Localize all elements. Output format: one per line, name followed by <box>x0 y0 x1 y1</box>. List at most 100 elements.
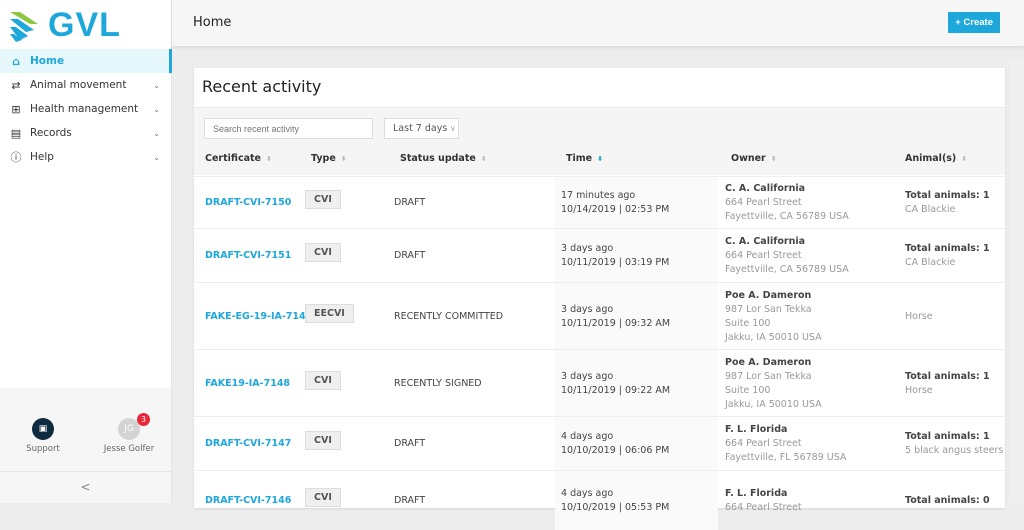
owner-name: C. A. California <box>725 183 806 194</box>
certificate-link[interactable]: DRAFT-CVI-7150 <box>205 197 292 208</box>
owner-name: F. L. Florida <box>725 488 788 499</box>
table-row[interactable]: DRAFT-CVI-7150 CVI DRAFT 17 minutes ago 1… <box>194 176 1005 228</box>
column-header-status[interactable]: Status update ⬍ <box>400 153 487 164</box>
sort-icon: ⬍ <box>961 155 968 163</box>
certificate-link[interactable]: FAKE19-IA-7148 <box>205 377 291 389</box>
column-label: Owner <box>731 153 766 164</box>
time-ago: 4 days ago <box>561 488 614 499</box>
certificate-link[interactable]: DRAFT-CVI-7151 <box>205 250 292 261</box>
owner-address-line: Suite 100 <box>725 317 771 329</box>
timestamp: 10/10/2019 | 05:53 PM <box>561 502 670 513</box>
sidebar-item-label: Home <box>30 55 65 67</box>
animal-name: Horse <box>905 310 933 322</box>
chevron-down-icon: ⌄ <box>153 152 160 162</box>
table-row[interactable]: FAKE19-IA-7148 CVI RECENTLY SIGNED 3 day… <box>194 349 1005 416</box>
table-row[interactable]: DRAFT-CVI-7147 CVI DRAFT 4 days ago 10/10… <box>194 416 1005 470</box>
search-input[interactable] <box>204 118 373 139</box>
sort-desc-icon: ⬍ <box>597 155 603 163</box>
chevron-down-icon: ⌄ <box>153 80 160 90</box>
total-animals: Total animals: 0 <box>905 495 990 506</box>
status-text: DRAFT <box>394 250 426 261</box>
chevron-down-icon: ⌄ <box>153 128 160 138</box>
column-header-time[interactable]: Time ⬍ <box>566 153 603 164</box>
card-title: Recent activity <box>202 77 322 96</box>
sidebar: GVL ⌂ Home ⇄ Animal movement ⌄ ⊞ Health mana… <box>0 0 172 503</box>
column-header-type[interactable]: Type ⬍ <box>311 153 347 164</box>
time-ago: 3 days ago <box>561 243 614 254</box>
certificate-link[interactable]: DRAFT-CVI-7146 <box>205 495 292 506</box>
home-icon: ⌂ <box>12 54 20 68</box>
column-header-certificate[interactable]: Certificate ⬍ <box>205 153 272 164</box>
total-animals: Total animals: 1 <box>905 243 990 254</box>
timestamp: 10/14/2019 | 02:53 PM <box>561 204 670 215</box>
sidebar-item-records[interactable]: ▤ Records ⌄ <box>0 121 172 145</box>
column-header-owner[interactable]: Owner ⬍ <box>731 153 777 164</box>
recent-activity-card: Recent activity Last 7 days ∨ Certificat… <box>194 68 1005 530</box>
owner-address-line: 987 Lor San Tekka <box>725 303 812 315</box>
notification-badge: 3 <box>137 413 150 426</box>
timestamp: 10/11/2019 | 09:32 AM <box>561 317 671 329</box>
sorted-column-bg <box>555 350 718 416</box>
support-button[interactable]: ▣ Support <box>13 418 73 454</box>
total-animals: Total animals: 1 <box>905 370 990 382</box>
owner-address-line: Fayettville, FL 56789 USA <box>725 452 847 463</box>
owner-address-line: Jakku, IA 50010 USA <box>725 398 822 410</box>
page-title: Home <box>193 15 232 30</box>
table-row[interactable]: FAKE-EG-19-IA-7149 EECVI RECENTLY COMMIT… <box>194 282 1005 349</box>
owner-name: Poe A. Dameron <box>725 356 812 368</box>
sidebar-item-label: Animal movement <box>30 79 127 91</box>
user-button[interactable]: JG 3 Jesse Golfer <box>98 413 160 454</box>
sidebar-item-animal-movement[interactable]: ⇄ Animal movement ⌄ <box>0 73 172 97</box>
sidebar-item-label: Health management <box>30 103 139 115</box>
table-toolbar: Last 7 days ∨ Certificate ⬍ Type ⬍ Status … <box>194 107 1005 175</box>
total-animals: Total animals: 1 <box>905 190 990 201</box>
certificate-link[interactable]: FAKE-EG-19-IA-7149 <box>205 310 313 322</box>
sort-icon: ⬍ <box>770 155 777 163</box>
scrollbar[interactable] <box>1010 60 1024 503</box>
owner-address-line: Jakku, IA 50010 USA <box>725 331 822 343</box>
sidebar-footer: ▣ Support JG 3 Jesse Golfer < <box>0 388 171 503</box>
status-text: DRAFT <box>394 495 426 506</box>
owner-address-line: 664 Pearl Street <box>725 250 802 261</box>
animal-name: Horse <box>905 384 933 396</box>
certificate-link[interactable]: DRAFT-CVI-7147 <box>205 438 292 449</box>
sorted-column-bg <box>555 417 718 470</box>
timestamp: 10/10/2019 | 06:06 PM <box>561 445 670 456</box>
help-icon: ⓘ <box>10 151 22 164</box>
table-row[interactable]: DRAFT-CVI-7151 CVI DRAFT 3 days ago 10/11… <box>194 228 1005 282</box>
status-text: DRAFT <box>394 197 426 208</box>
owner-address-line: Fayettville, CA 56789 USA <box>725 211 849 222</box>
sort-icon: ⬍ <box>265 155 272 163</box>
owner-address-line: Suite 100 <box>725 384 771 396</box>
animal-name: 5 black angus steers <box>905 445 1004 456</box>
status-text: RECENTLY SIGNED <box>394 377 482 389</box>
sidebar-nav: ⌂ Home ⇄ Animal movement ⌄ ⊞ Health manageme… <box>0 49 172 169</box>
sidebar-item-home[interactable]: ⌂ Home <box>0 49 172 73</box>
status-text: DRAFT <box>394 438 426 449</box>
support-icon: ▣ <box>32 418 54 440</box>
type-badge: CVI <box>305 431 341 450</box>
date-range-select[interactable]: Last 7 days ∨ <box>384 118 459 139</box>
owner-address-line: 664 Pearl Street <box>725 197 802 208</box>
collapse-sidebar-button[interactable]: < <box>0 471 171 503</box>
owner-name: C. A. California <box>725 236 806 247</box>
time-ago: 3 days ago <box>561 303 614 315</box>
owner-address-line: Fayettville, CA 56789 USA <box>725 264 849 275</box>
time-ago: 4 days ago <box>561 431 614 442</box>
gvl-logo-icon <box>10 11 38 42</box>
sidebar-item-help[interactable]: ⓘ Help ⌄ <box>0 145 172 169</box>
sorted-column-bg <box>555 283 718 349</box>
type-badge: CVI <box>305 488 341 507</box>
sidebar-item-label: Records <box>30 127 72 139</box>
timestamp: 10/11/2019 | 03:19 PM <box>561 257 670 268</box>
create-button[interactable]: + Create <box>948 12 1000 33</box>
table-row[interactable]: DRAFT-CVI-7146 CVI DRAFT 4 days ago 10/10… <box>194 470 1005 530</box>
time-ago: 3 days ago <box>561 370 614 382</box>
owner-address-line: 664 Pearl Street <box>725 502 802 513</box>
animal-name: CA Blackie <box>905 204 956 215</box>
sidebar-item-health-management[interactable]: ⊞ Health management ⌄ <box>0 97 172 121</box>
owner-name: Poe A. Dameron <box>725 289 812 301</box>
logo[interactable]: GVL <box>8 6 121 45</box>
column-header-animals[interactable]: Animal(s) ⬍ <box>905 153 967 164</box>
sorted-column-bg <box>555 229 718 282</box>
